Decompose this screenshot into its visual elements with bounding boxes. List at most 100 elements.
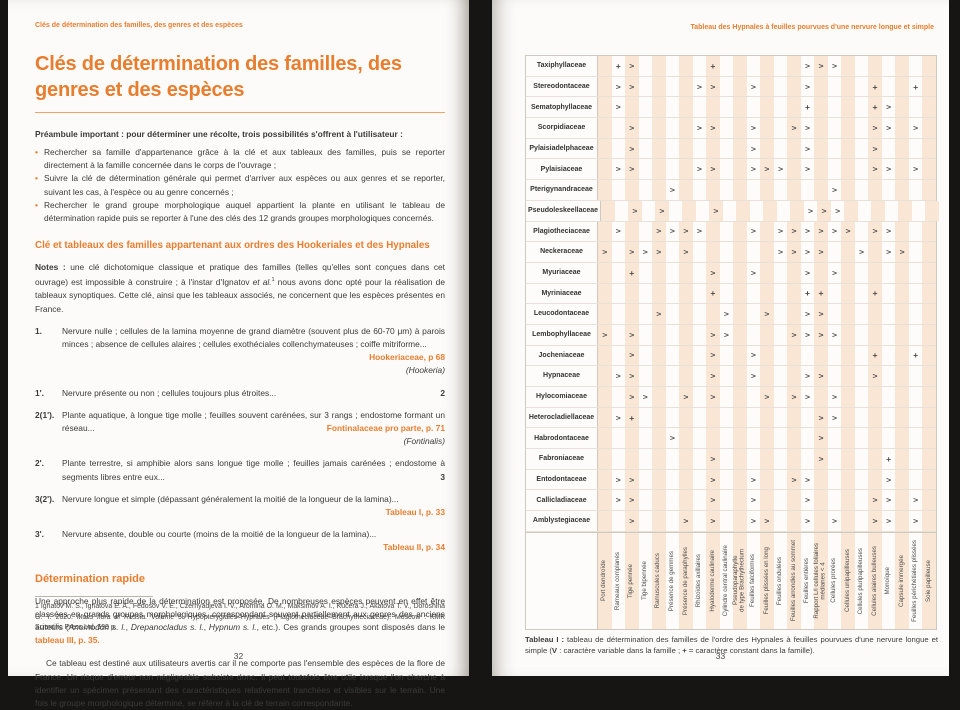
table-cell <box>652 366 666 386</box>
table-cell <box>814 490 828 511</box>
table-cell <box>774 263 788 283</box>
table-cell <box>652 159 666 180</box>
table-cell: > <box>720 304 734 324</box>
table-cell <box>598 180 612 200</box>
table-cell <box>895 511 909 531</box>
table-cell <box>733 304 747 324</box>
table-cell <box>801 408 815 428</box>
table-cell <box>895 469 909 490</box>
table-cell <box>841 304 855 324</box>
table-cell: > <box>801 139 815 159</box>
variable-character-mark: > <box>656 226 662 236</box>
table-cell <box>774 470 788 490</box>
column-label-cell: Cellules unipapilleuses <box>841 532 855 629</box>
table-cell <box>922 97 936 118</box>
variable-character-mark: > <box>804 268 810 278</box>
column-label: Cellules pluripapilleuses <box>857 547 865 614</box>
table-cell: > <box>774 159 788 179</box>
table-cell <box>639 511 653 531</box>
table-cell <box>922 76 936 97</box>
key-item-text: Nervure nulle ; cellules de la lamina mo… <box>62 325 445 378</box>
table-cell: > <box>814 242 828 262</box>
left-page-content: Clés de détermination des familles, des … <box>8 0 469 710</box>
variable-character-mark: > <box>615 82 621 92</box>
variable-character-mark: > <box>629 392 635 402</box>
table-cell <box>747 387 761 407</box>
table-cell <box>882 304 896 324</box>
table-cell <box>666 366 680 386</box>
table-cell <box>706 242 720 262</box>
table-cell <box>652 138 666 159</box>
table-cell <box>733 469 747 490</box>
constant-character-mark: + <box>615 60 621 71</box>
table-cell <box>639 97 653 117</box>
table-cell: > <box>801 490 815 510</box>
table-cell <box>625 180 639 200</box>
table-cell <box>814 345 828 366</box>
table-cell: > <box>774 222 788 242</box>
constant-character-mark: + <box>913 81 919 92</box>
family-name: Callicladiaceae <box>526 490 598 511</box>
table-cell <box>682 200 696 221</box>
variable-character-mark: > <box>777 164 783 174</box>
variable-character-mark: > <box>886 516 892 526</box>
column-label-cell: Cylindre central caulinaire <box>720 533 734 629</box>
table-cell <box>828 366 842 386</box>
variable-character-mark: > <box>872 164 878 174</box>
table-cell <box>841 511 855 531</box>
table-cell <box>922 180 936 200</box>
table-cell: > <box>882 97 896 117</box>
column-label-cell: Cellules prorées <box>828 533 842 629</box>
table-cell <box>922 428 936 449</box>
table-cell: > <box>801 387 815 407</box>
table-cell: > <box>679 387 693 407</box>
variable-character-mark: > <box>886 164 892 174</box>
table-cell <box>598 283 612 304</box>
table-cell <box>639 56 653 76</box>
table-cell <box>922 387 936 407</box>
key-item-text: Nervure présente ou non ; cellules toujo… <box>62 387 445 400</box>
table-cell: > <box>882 159 896 179</box>
key-item-reference: Hookeriaceae, p 68 <box>369 352 445 363</box>
table-cell: > <box>828 222 842 242</box>
table-cell <box>760 490 774 511</box>
table-cell: + <box>706 283 720 304</box>
table-cell <box>922 366 936 386</box>
table-cell <box>693 284 707 304</box>
table-cell <box>639 366 653 386</box>
text-segment: Volume 5. Hypopterygiales–Hypnales (Plag… <box>35 613 445 632</box>
table-cell <box>909 180 923 200</box>
table-cell: > <box>625 138 639 159</box>
table-cell <box>679 324 693 345</box>
table-cell: > <box>814 449 828 469</box>
table-cell <box>855 284 869 304</box>
variable-character-mark: > <box>818 371 824 381</box>
table-cell <box>733 242 747 262</box>
table-cell: > <box>801 511 815 531</box>
table-cell <box>828 118 842 138</box>
table-cell <box>777 201 791 221</box>
table-cell: > <box>787 324 801 345</box>
family-name: Leucodontaceae <box>526 304 598 324</box>
key-item-reference: Fontinalaceae pro parte, p. 71 <box>326 423 445 434</box>
page-title: Clés de détermination des familles, des … <box>35 53 402 101</box>
table-cell <box>855 56 869 76</box>
table-cell <box>895 304 909 324</box>
column-label-cell: Présence de paraphylles <box>679 532 693 629</box>
variable-character-mark: > <box>629 123 635 133</box>
table-cell <box>747 304 761 324</box>
variable-character-mark: > <box>804 371 810 381</box>
table-cell <box>828 139 842 159</box>
bullet-icon: • <box>35 199 38 210</box>
table-cell <box>706 304 720 324</box>
table-cell <box>639 222 653 242</box>
variable-character-mark: > <box>710 475 716 485</box>
preamble-bullet: • Suivre la clé de détermination générale… <box>35 172 445 198</box>
family-name: Jocheniaceae <box>526 345 598 366</box>
key-item-reference: 3 <box>440 471 445 482</box>
variable-character-mark: > <box>710 268 716 278</box>
table-cell: > <box>817 200 831 221</box>
table-cell <box>720 490 734 510</box>
table-cell: > <box>747 118 761 138</box>
key-item: 2'. Plante terrestre, si amphibie alors s… <box>35 457 445 483</box>
